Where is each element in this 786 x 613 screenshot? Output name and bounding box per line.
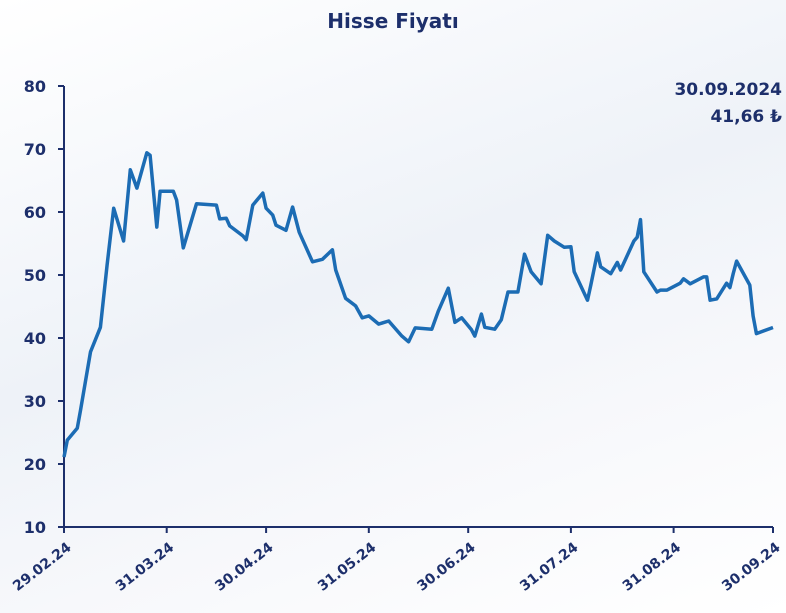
- y-tick-label: 20: [24, 455, 46, 474]
- y-tick-label: 30: [24, 392, 46, 411]
- x-tick-label: 31.07.24: [517, 539, 581, 594]
- x-tick-label: 29.02.24: [10, 539, 74, 594]
- y-tick-label: 70: [24, 140, 46, 159]
- x-tick-label: 31.05.24: [315, 539, 379, 594]
- annotation-date: 30.09.2024: [674, 80, 782, 100]
- x-tick-label: 30.09.24: [719, 539, 783, 594]
- y-tick-label: 50: [24, 266, 46, 285]
- y-tick-label: 60: [24, 203, 46, 222]
- annotation-price: 41,66 ₺: [710, 107, 782, 127]
- price-line: [62, 151, 774, 458]
- x-tick-label: 30.04.24: [212, 539, 276, 594]
- x-tick-label: 31.03.24: [113, 539, 177, 594]
- chart-title: Hisse Fiyatı: [327, 9, 458, 33]
- y-tick-label: 80: [24, 77, 46, 96]
- x-tick-label: 30.06.24: [414, 539, 478, 594]
- x-tick-label: 31.08.24: [620, 539, 684, 594]
- y-tick-label: 40: [24, 329, 46, 348]
- y-tick-label: 10: [24, 518, 46, 537]
